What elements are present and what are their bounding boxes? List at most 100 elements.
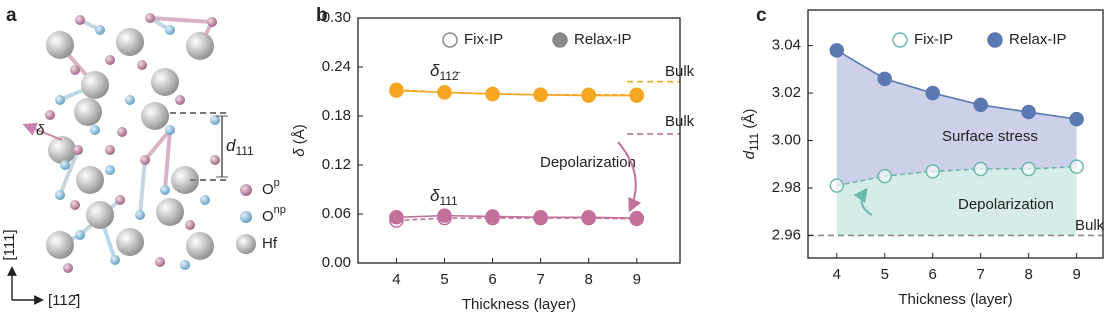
annotation: δ112̄: [430, 61, 461, 83]
annotation: Bulk: [1075, 217, 1105, 234]
onp-atom: [135, 210, 145, 220]
onp-atom: [180, 260, 190, 270]
data-point: [485, 86, 500, 102]
text-part: O: [262, 208, 274, 225]
data-point: [581, 210, 596, 225]
y-tick-label: 0.24: [322, 58, 351, 75]
hf-atom: [46, 31, 74, 59]
plot-frame: [357, 17, 681, 264]
panel-label: b: [316, 5, 328, 26]
op-atom: [155, 257, 165, 267]
bond: [163, 129, 172, 191]
y-tick-label: 0.18: [322, 107, 351, 124]
legend-label: Onp: [262, 204, 286, 225]
y-tick-label: 3.00: [772, 131, 801, 148]
onp-atom: [165, 25, 175, 35]
annotation: Surface stress: [942, 128, 1038, 145]
data-point: [829, 178, 845, 193]
onp-atom: [75, 230, 85, 240]
fill-area: [836, 166, 1077, 236]
op-atom: [70, 200, 80, 210]
text-part: np: [274, 204, 286, 216]
legend-marker: [240, 184, 252, 196]
op-atom: [117, 127, 127, 137]
legend-marker: [240, 211, 252, 223]
legend-marker: [892, 32, 908, 48]
x-tick-label: 4: [833, 266, 841, 283]
onp-atom: [200, 195, 210, 205]
y-tick-label: 0.30: [322, 9, 351, 26]
data-point: [877, 168, 892, 184]
legend-label: Fix-IP: [914, 31, 953, 48]
bond: [58, 149, 80, 196]
data-point: [389, 210, 404, 225]
data-point: [973, 161, 988, 177]
text-part: (Å): [741, 109, 758, 133]
data-point: [581, 88, 596, 103]
delta-arrow: [22, 122, 63, 141]
text-part: (Å): [291, 124, 308, 148]
data-point: [1069, 159, 1084, 174]
y-tick-label: 2.96: [772, 226, 801, 243]
text-part: p: [274, 177, 280, 189]
hf-atom: [74, 98, 102, 126]
x-tick-label: 6: [929, 266, 937, 283]
op-atom: [63, 263, 73, 273]
axis-up-label: [111]: [1, 229, 18, 260]
data-point: [533, 87, 548, 103]
series-line: [836, 49, 1077, 120]
text-part: d: [741, 150, 758, 159]
fill-area: [836, 50, 1077, 186]
op-atom: [185, 220, 195, 230]
op-atom: [105, 145, 115, 155]
op-atom: [70, 65, 80, 75]
x-tick-label: 8: [1024, 266, 1032, 283]
onp-atom: [165, 125, 175, 135]
annotation-arrow: [617, 141, 642, 213]
onp-atom: [55, 190, 65, 200]
annotation: Bulk: [665, 113, 695, 130]
hf-atom: [76, 166, 104, 194]
legend-label: Op: [262, 177, 280, 198]
text-part: δ: [430, 186, 440, 205]
onp-atom: [55, 95, 65, 105]
onp-atom: [105, 165, 115, 175]
annotation: δ111: [430, 186, 458, 208]
onp-atom: [60, 160, 70, 170]
data-point: [533, 210, 548, 225]
d-label: d111: [226, 136, 254, 158]
hf-atom: [141, 102, 169, 130]
series-line: [396, 89, 637, 97]
x-tick-label: 4: [392, 271, 400, 288]
data-point: [877, 71, 892, 87]
hf-atom: [116, 28, 144, 56]
hf-atom: [86, 201, 114, 229]
y-tick-label: 3.02: [772, 84, 801, 101]
legend-marker: [442, 32, 458, 48]
legend-marker: [987, 32, 1003, 48]
x-axis-label: Thickness (layer): [462, 296, 576, 313]
onp-atom: [160, 185, 170, 195]
op-atom: [207, 17, 217, 27]
legend-label: Relax-IP: [1009, 31, 1067, 48]
legend-marker: [552, 32, 568, 48]
legend-label: Hf: [262, 235, 278, 252]
x-tick-label: 5: [440, 271, 448, 288]
hf-atom: [186, 32, 214, 60]
data-point: [629, 88, 644, 103]
data-point: [1021, 161, 1036, 177]
x-tick-label: 6: [488, 271, 496, 288]
x-tick-label: 5: [881, 266, 889, 283]
hf-atom: [81, 71, 109, 99]
data-point: [925, 85, 940, 101]
data-point: [1021, 104, 1036, 120]
op-atom: [210, 155, 220, 165]
onp-atom: [125, 95, 135, 105]
text-part: d: [226, 136, 236, 155]
annotation-arrow: [853, 187, 873, 216]
op-atom: [145, 13, 155, 23]
text-part: δ: [430, 61, 440, 80]
series-line: [396, 214, 637, 219]
